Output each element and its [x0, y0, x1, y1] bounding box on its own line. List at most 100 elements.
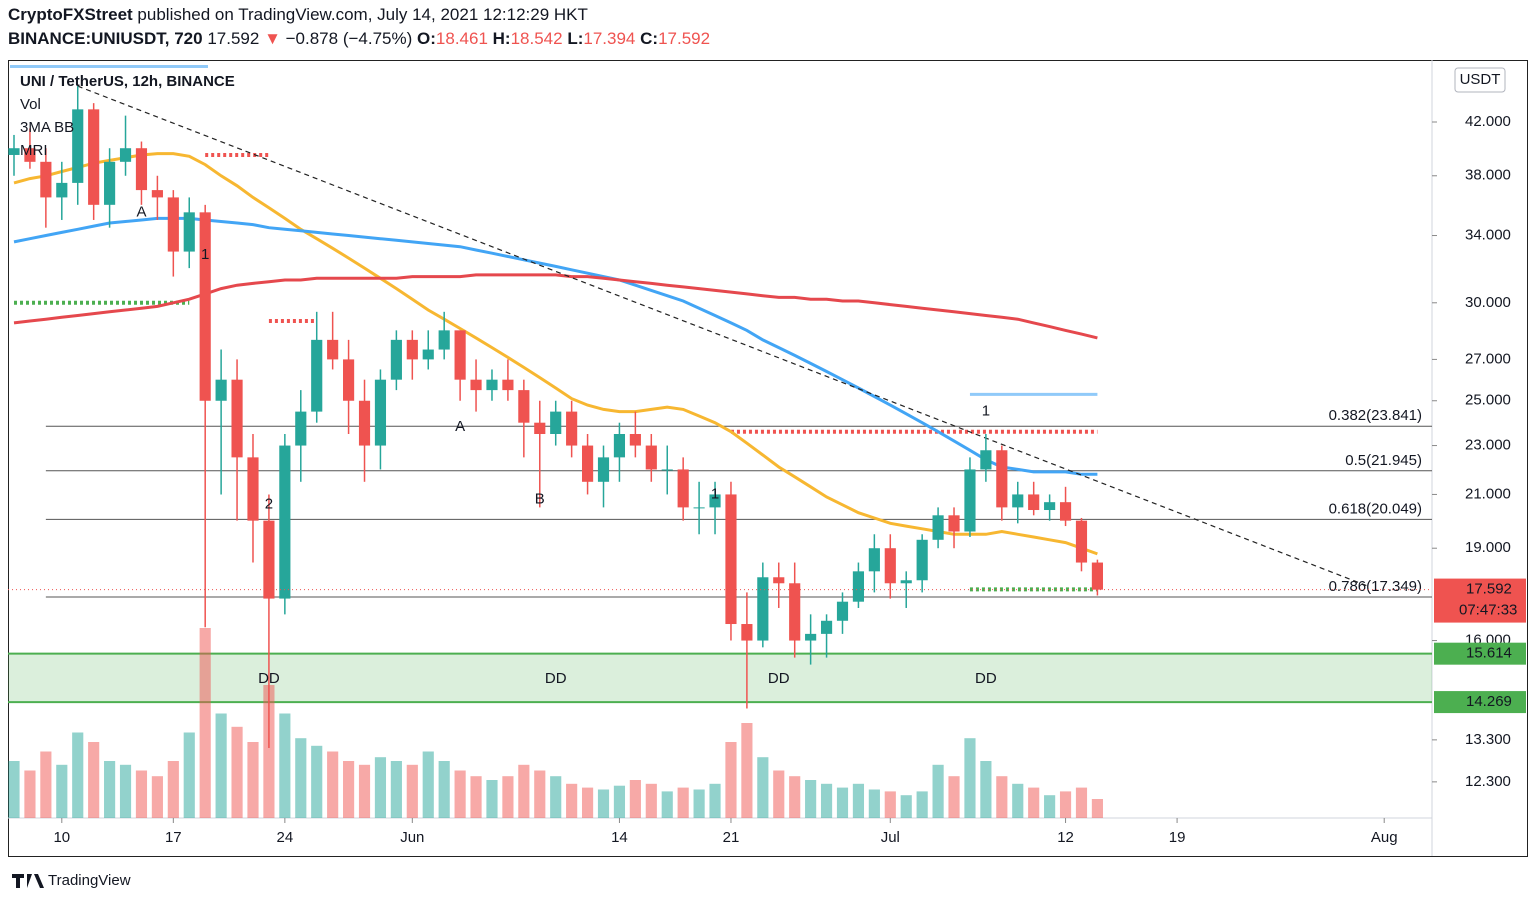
- legend-item: Vol: [20, 96, 41, 113]
- volume-bar: [820, 783, 833, 818]
- fib-label: 0.382(23.841): [1329, 407, 1422, 424]
- publisher: CryptoFXStreet: [8, 5, 133, 24]
- candle-body: [295, 411, 307, 446]
- header-line-1: CryptoFXStreet published on TradingView.…: [8, 5, 588, 24]
- legend-item: MRI: [20, 142, 48, 159]
- last-price-label: 17.592: [1466, 581, 1512, 598]
- volume-bar: [88, 742, 100, 818]
- currency: USDT: [1460, 71, 1501, 88]
- candle-body: [757, 577, 769, 641]
- y-tick-label: 23.000: [1465, 437, 1511, 454]
- high: 18.542: [511, 29, 563, 48]
- candle-body: [805, 633, 817, 641]
- candle-body: [24, 148, 36, 162]
- volume-bar: [645, 783, 657, 818]
- y-tick-label: 42.000: [1465, 113, 1511, 130]
- volume-bar: [757, 757, 769, 818]
- volume-bar: [56, 764, 68, 818]
- candle-body: [677, 469, 689, 508]
- highlight-bar: [10, 65, 208, 68]
- candle-body: [72, 109, 84, 183]
- x-tick-label: 24: [277, 829, 294, 846]
- fib-label: 0.5(21.945): [1345, 452, 1422, 469]
- candle-body: [884, 548, 896, 584]
- candle-body: [406, 339, 418, 360]
- logo: [12, 874, 44, 888]
- x-tick-label: 14: [611, 829, 628, 846]
- volume-bar: [343, 761, 355, 818]
- published: published on TradingView.com, July 14, 2…: [137, 5, 587, 24]
- volume-bar: [1044, 795, 1056, 818]
- volume-bar: [454, 770, 466, 818]
- candle-body: [1012, 494, 1024, 508]
- candle-body: [534, 422, 546, 435]
- annotation: DD: [545, 670, 567, 687]
- x-tick-label: Aug: [1371, 829, 1398, 846]
- candle-body: [183, 212, 195, 252]
- candle-body: [1059, 502, 1072, 521]
- moving-average: [13, 152, 1098, 556]
- candle-body: [247, 457, 259, 521]
- candle-body: [518, 390, 530, 423]
- annotation: 1: [201, 246, 209, 263]
- symbol: BINANCE:UNIUSDT, 720: [8, 29, 203, 48]
- candle-body: [358, 400, 371, 446]
- candle-body: [135, 148, 148, 191]
- h-label: H:: [493, 29, 511, 48]
- zone-price-box: [1434, 642, 1526, 665]
- annotation: 2: [265, 496, 273, 513]
- candle-body: [104, 161, 116, 205]
- volume-bar: [805, 780, 817, 818]
- volume-bar: [422, 751, 434, 818]
- volume-bar: [741, 723, 753, 818]
- volume-bar: [1091, 799, 1103, 818]
- volume-bar: [693, 789, 705, 818]
- volume-bar: [8, 761, 20, 818]
- volume-bar: [231, 726, 243, 818]
- countdown: 07:47:33: [1459, 602, 1517, 619]
- currency-badge[interactable]: [1454, 67, 1506, 93]
- change: −0.878 (−4.75%): [286, 29, 413, 48]
- volume-bar: [900, 795, 912, 818]
- volume-bar: [852, 783, 865, 818]
- y-tick-label: 12.300: [1465, 773, 1511, 790]
- fib-label: 0.786(17.349): [1329, 578, 1422, 595]
- candle-body: [566, 411, 578, 446]
- candle-body: [311, 339, 323, 412]
- volume-bar: [470, 776, 482, 818]
- candle-body: [852, 571, 865, 602]
- annotation: DD: [258, 670, 280, 687]
- volume-bar: [980, 761, 992, 818]
- volume-bar: [104, 761, 116, 818]
- candle-body: [151, 190, 163, 198]
- y-tick-label: 25.000: [1465, 392, 1511, 409]
- volume-bar: [72, 732, 84, 818]
- annotation: B: [535, 491, 545, 508]
- volume-bar: [247, 742, 259, 818]
- y-tick-label: 19.000: [1465, 539, 1511, 556]
- candle-body: [438, 330, 450, 350]
- volume-bar: [151, 776, 163, 818]
- volume-bar: [1012, 783, 1024, 818]
- arrow: ▼: [264, 29, 281, 48]
- candle-body: [868, 548, 880, 572]
- y-tick-label: 27.000: [1465, 350, 1511, 367]
- candle-body: [327, 339, 339, 360]
- y-tick-label: 34.000: [1465, 227, 1511, 244]
- x-tick-label: 10: [53, 829, 70, 846]
- fib-label: 0.618(20.049): [1329, 500, 1422, 517]
- y-tick-label: 30.000: [1465, 294, 1511, 311]
- support-zone: [8, 653, 1432, 703]
- candle-body: [1044, 502, 1056, 511]
- candle-body: [263, 520, 275, 599]
- x-tick-label: Jul: [881, 829, 900, 846]
- volume-bar: [534, 770, 546, 818]
- candle-body: [709, 494, 721, 508]
- c-label: C:: [640, 29, 658, 48]
- volume-bar: [438, 761, 450, 818]
- volume-bar: [390, 761, 402, 818]
- x-tick-label: Jun: [400, 829, 424, 846]
- candle-body: [932, 515, 944, 540]
- volume-bar: [581, 787, 594, 818]
- annotation: A: [455, 418, 465, 435]
